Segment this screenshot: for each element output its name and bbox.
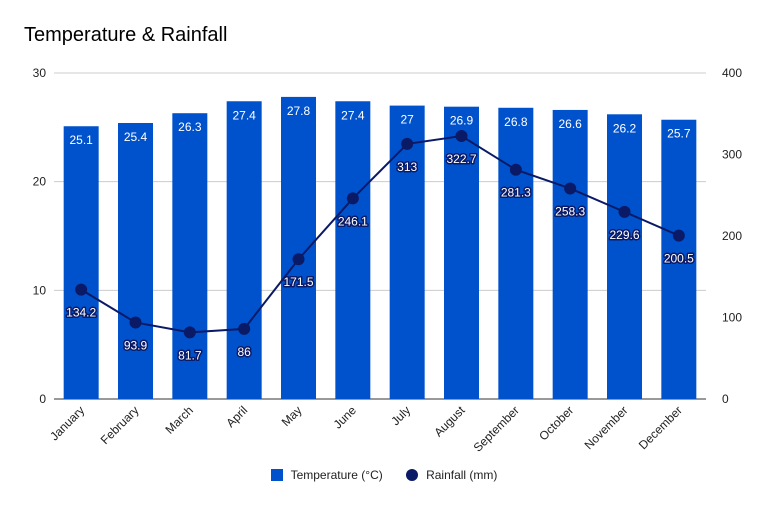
line-point xyxy=(129,316,142,329)
line-data-label: 258.3 xyxy=(555,204,585,218)
line-point xyxy=(672,229,685,242)
bar xyxy=(63,126,99,399)
bar-series-temperature xyxy=(63,96,697,400)
y-right-tick-label: 400 xyxy=(722,66,742,80)
line-point xyxy=(238,322,251,335)
x-tick-label: September xyxy=(471,403,522,454)
bar xyxy=(335,101,371,400)
line-data-label: 93.9 xyxy=(124,338,148,352)
bar xyxy=(552,109,588,400)
bar-data-label: 27 xyxy=(400,113,414,127)
y-left-tick-label: 10 xyxy=(33,283,47,297)
bar-data-label: 27.4 xyxy=(341,108,365,122)
x-tick-label: October xyxy=(536,403,576,443)
line-series-rainfall xyxy=(75,129,685,339)
line-point xyxy=(618,205,631,218)
line-data-label: 246.1 xyxy=(338,214,368,228)
line-point xyxy=(183,326,196,339)
y-right-tick-label: 100 xyxy=(722,311,742,325)
bar xyxy=(444,106,479,399)
bar xyxy=(118,122,153,399)
bar-data-label: 25.1 xyxy=(69,133,93,147)
bar-data-label: 27.4 xyxy=(232,108,256,122)
line-data-label: 171.5 xyxy=(283,275,313,289)
line-data-label: 86 xyxy=(237,345,251,359)
y-left-tick-label: 30 xyxy=(33,66,47,80)
chart-title: Temperature & Rainfall xyxy=(24,24,228,46)
line-data-label: 81.7 xyxy=(178,348,202,362)
bar xyxy=(661,119,697,399)
line-point xyxy=(509,163,522,176)
legend-label-temperature: Temperature (°C) xyxy=(290,468,383,482)
x-tick-label: January xyxy=(47,403,87,443)
bar-data-label: 27.8 xyxy=(287,104,311,118)
gridlines xyxy=(54,72,706,400)
bar-data-label: 25.4 xyxy=(124,130,148,144)
line-point xyxy=(292,253,305,266)
bar xyxy=(281,96,316,399)
line-data-label: 134.2 xyxy=(66,306,96,320)
line-data-label: 313 xyxy=(397,160,417,174)
y-right-tick-label: 300 xyxy=(722,148,742,162)
x-tick-label: March xyxy=(162,403,195,436)
line-point xyxy=(564,182,577,195)
x-tick-label: December xyxy=(636,403,685,452)
bar-data-label: 26.3 xyxy=(178,120,202,134)
bar-data-label: 26.9 xyxy=(450,114,474,128)
legend: Temperature (°C) Rainfall (mm) xyxy=(0,468,768,484)
bar xyxy=(607,114,642,399)
rainfall-line xyxy=(80,134,680,334)
bar xyxy=(498,107,534,400)
line-data-label: 281.3 xyxy=(501,186,531,200)
legend-item-rainfall[interactable]: Rainfall (mm) xyxy=(406,468,497,482)
bar-data-label: 25.7 xyxy=(667,127,691,141)
x-tick-label: February xyxy=(98,403,142,447)
line-point xyxy=(75,283,88,296)
bar-data-label: 26.6 xyxy=(558,117,582,131)
data-labels: 25.1 25.4 26.3 27.4 27.8 27.4 27 26.9 26.8 26.6 26… xyxy=(65,104,696,364)
line-point xyxy=(346,192,359,205)
legend-label-rainfall: Rainfall (mm) xyxy=(426,468,498,482)
x-tick-label: August xyxy=(431,403,468,440)
line-data-label: 229.6 xyxy=(609,228,639,242)
legend-item-temperature[interactable]: Temperature (°C) xyxy=(270,468,383,482)
y-left-tick-label: 0 xyxy=(39,392,46,406)
x-tick-label: July xyxy=(388,403,413,428)
bar-data-label: 26.8 xyxy=(504,115,528,129)
bar xyxy=(226,101,262,400)
line-point xyxy=(455,129,468,142)
legend-bar-swatch-icon xyxy=(270,469,283,481)
x-tick-label: June xyxy=(331,403,360,432)
line-data-label: 200.5 xyxy=(664,252,694,266)
bar-data-label: 26.2 xyxy=(613,121,637,135)
line-data-label: 322.7 xyxy=(446,152,476,166)
y-right-tick-label: 0 xyxy=(722,392,729,406)
x-tick-label: November xyxy=(582,403,631,452)
x-tick-label: April xyxy=(223,403,250,430)
line-point xyxy=(401,137,414,150)
bar xyxy=(172,113,208,399)
legend-dot-swatch-icon xyxy=(406,469,419,481)
y-left-tick-label: 20 xyxy=(33,175,47,189)
x-tick-label: May xyxy=(279,403,305,429)
y-right-tick-label: 200 xyxy=(722,229,742,243)
